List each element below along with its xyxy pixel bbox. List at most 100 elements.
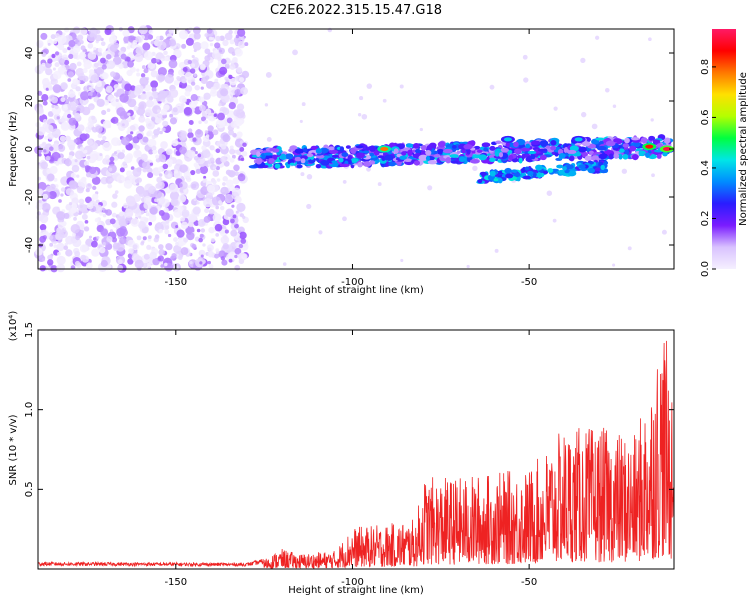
heatmap-cell — [132, 167, 142, 177]
heatmap-cell — [41, 141, 47, 147]
heatmap-cell — [162, 163, 169, 170]
heatmap-cell — [236, 103, 245, 111]
heatmap-cell — [214, 253, 220, 259]
heatmap-cell — [63, 27, 70, 33]
heatmap-cell — [168, 88, 179, 99]
heatmap-cell — [82, 68, 88, 74]
heatmap-cell — [186, 231, 195, 241]
heatmap-cell — [342, 180, 347, 184]
heatmap-cell — [624, 137, 630, 144]
heatmap-cell — [67, 101, 77, 111]
heatmap-cell — [181, 141, 187, 147]
heatmap-cell — [161, 127, 166, 132]
heatmap-cell — [478, 154, 487, 161]
heatmap-cell — [206, 184, 215, 193]
heatmap-cell — [42, 119, 48, 124]
heatmap-cell — [95, 34, 102, 42]
heatmap-cell — [59, 135, 66, 142]
heatmap-cell — [121, 149, 126, 153]
heatmap-cell — [152, 149, 158, 155]
heatmap-cell — [222, 243, 229, 250]
heatmap-cell — [74, 150, 84, 160]
heatmap-cell — [138, 189, 147, 198]
heatmap-cell — [234, 223, 239, 229]
heatmap-cell — [300, 172, 305, 177]
heatmap-cell — [420, 145, 427, 151]
heatmap-cell — [146, 244, 152, 250]
heatmap-cell — [157, 67, 167, 77]
heatmap-cell — [99, 153, 103, 157]
heatmap-cell — [82, 75, 89, 82]
heatmap-cell — [220, 235, 230, 245]
heatmap-cell — [84, 165, 91, 171]
heatmap-cell — [49, 166, 58, 174]
heatmap-cell — [143, 253, 150, 260]
heatmap-cell — [116, 107, 126, 117]
heatmap-cell — [331, 160, 338, 164]
heatmap-cell — [235, 210, 239, 214]
heatmap-cell — [198, 249, 206, 257]
heatmap-cell — [67, 78, 72, 82]
heatmap-cell — [51, 53, 56, 59]
heatmap-cell — [127, 98, 137, 108]
heatmap-cell — [60, 82, 68, 90]
heatmap-cell — [145, 99, 154, 108]
heatmap-cell — [285, 153, 294, 160]
heatmap-cell — [54, 62, 60, 68]
heatmap-cell — [199, 165, 209, 175]
heatmap-cell — [87, 91, 93, 97]
heatmap-cell — [157, 181, 165, 189]
heatmap-cell — [160, 141, 168, 149]
heatmap-cell — [111, 79, 115, 83]
heatmap-cell — [445, 157, 452, 164]
colorbar-tick-label: 0.2 — [700, 211, 711, 227]
heatmap-cell — [177, 255, 183, 261]
heatmap-cell — [233, 164, 240, 172]
heatmap-cell — [220, 155, 228, 163]
snr-scale-label: (x10⁴) — [8, 311, 19, 342]
heatmap-cell — [82, 53, 87, 58]
heatmap-cell — [141, 240, 145, 244]
heatmap-cell — [234, 254, 238, 259]
colorbar-tick-label: 0.6 — [700, 109, 711, 125]
heatmap-cell — [73, 138, 78, 143]
heatmap-cell — [47, 259, 54, 266]
colorbar-tick-label: 0.0 — [700, 261, 711, 277]
heatmap-cell — [51, 104, 55, 108]
heatmap-cell — [157, 41, 167, 51]
heatmap-cell — [153, 190, 163, 199]
heatmap-cell — [127, 112, 131, 116]
heatmap-cell — [184, 84, 193, 93]
heatmap-cell — [52, 39, 58, 45]
heatmap-cell — [306, 153, 314, 158]
heatmap-cell — [228, 258, 233, 263]
heatmap-cell — [151, 57, 157, 64]
heatmap-cell — [357, 161, 363, 168]
heatmap-cell — [70, 265, 76, 270]
heatmap-cell — [239, 77, 245, 83]
heatmap-cell — [215, 166, 220, 171]
heatmap-cell — [144, 209, 148, 213]
heatmap-cell — [200, 86, 204, 90]
heatmap-cell — [119, 226, 127, 234]
heatmap-cell — [357, 113, 362, 117]
heatmap-cell — [393, 148, 399, 154]
heatmap-cell — [469, 159, 480, 164]
heatmap-cell — [156, 196, 166, 205]
heatmap-cell — [173, 244, 182, 254]
heatmap-cell — [173, 80, 180, 86]
heatmap-cell — [140, 73, 146, 78]
heatmap-cell — [236, 202, 246, 213]
heatmap-cell — [78, 198, 85, 205]
heatmap-cell — [187, 132, 194, 139]
heatmap-cell — [123, 180, 133, 189]
heatmap-cell — [179, 146, 187, 155]
heatmap-cell — [102, 158, 109, 165]
heatmap-cell — [111, 116, 119, 124]
heatmap-cell — [303, 147, 308, 153]
heatmap-cell — [130, 217, 140, 227]
heatmap-cell — [527, 150, 537, 155]
heatmap-cell — [226, 117, 233, 124]
heatmap-cell — [165, 148, 173, 156]
heatmap-cell — [310, 145, 318, 151]
